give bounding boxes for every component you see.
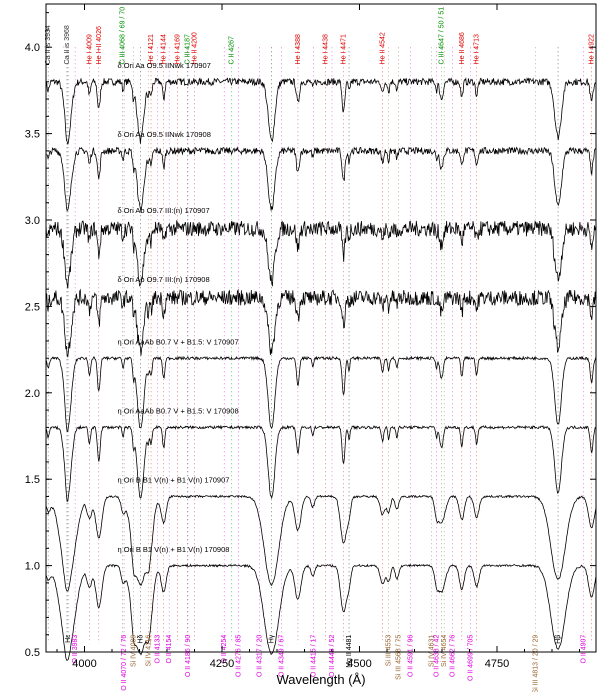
top-line-label-8: C III 4187 xyxy=(184,34,191,64)
bottom-line-label-25: Si III 4813 / 20 / 29 xyxy=(533,635,540,692)
bottom-line-label-2: O II 4070 / 72 / 76 xyxy=(121,635,128,691)
spectrum-label-5: η Ori AaAb B0.7 V + B1.5: V 170908 xyxy=(118,407,239,416)
spectrum-series-7 xyxy=(45,563,597,661)
bottom-line-label-21: O II 4638 / 42 xyxy=(434,635,441,678)
bottom-line-label-6: O II 4133 xyxy=(155,635,162,664)
top-line-label-14: He II 4542 xyxy=(380,32,387,64)
top-line-label-6: He I 4144 xyxy=(161,34,168,64)
top-line-label-2: He I 4009 xyxy=(86,34,93,64)
bottom-line-label-18: Si III 4568 / 75 xyxy=(396,635,403,680)
bottom-line-labels: Hε O II 3983 O II 4070 / 72 / 76 Si IV 4089… xyxy=(65,634,587,692)
y-tick-label-1: 1.0 xyxy=(25,561,40,573)
x-tick-label-0: 4000 xyxy=(72,658,96,670)
y-axis-ticks: 0.5 1.0 1.5 2.0 2.5 3.0 3.5 4.0 xyxy=(25,12,596,659)
bottom-line-label-10: O II 4276 / 85 xyxy=(236,635,243,678)
spectrum-labels: δ Ori Aa O9.5 IINwk 170907 δ Ori Aa O9.5 … xyxy=(118,61,239,554)
bottom-line-label-22: Si IV 4654 xyxy=(441,635,448,667)
top-line-label-5: He I 4121 xyxy=(148,34,155,64)
x-tick-label-1: 4250 xyxy=(210,658,234,670)
x-axis-label: Wavelength (Å) xyxy=(276,672,365,687)
spectrum-series-0 xyxy=(45,77,597,145)
top-line-label-17: He I 4713 xyxy=(474,34,481,64)
line-guides xyxy=(47,47,592,644)
top-line-label-13: He I 4471 xyxy=(341,34,348,64)
top-line-label-0: Ca II is 3934 xyxy=(45,25,52,64)
top-line-label-9: He II 4200 xyxy=(192,32,199,64)
bottom-line-label-27: O II 4907 xyxy=(580,635,587,664)
spectrum-label-4: η Ori AaAb B0.7 V + B1.5: V 170907 xyxy=(118,337,239,346)
bottom-line-label-9: O II 4254 xyxy=(221,635,228,664)
top-line-label-10: C II 4267 xyxy=(228,36,235,65)
spectrum-label-1: δ Ori Aa O9.5 IINwk 170908 xyxy=(118,130,211,139)
top-line-label-11: He I 4388 xyxy=(295,34,302,64)
top-line-label-15: C III 4647 / 50 / 51 xyxy=(438,7,445,65)
spectrum-label-0: δ Ori Aa O9.5 IINwk 170907 xyxy=(118,61,211,70)
bottom-line-label-4: Hδ xyxy=(138,635,145,644)
y-tick-label-7: 4.0 xyxy=(25,42,40,54)
y-tick-label-2: 1.5 xyxy=(25,474,40,486)
bottom-line-label-13: O II 4349 / 67 xyxy=(278,635,285,678)
bottom-line-label-14: O II 4415 / 17 xyxy=(310,635,317,678)
top-line-label-4: C III 4068 / 69 / 70 xyxy=(119,7,126,65)
bottom-line-label-26: Hβ xyxy=(555,635,562,644)
spectrum-label-3: δ Ori Ab O9.7 III:(n) 170908 xyxy=(118,275,210,284)
spectrum-series-5 xyxy=(45,424,597,502)
bottom-line-label-8: O II 4186 / 90 xyxy=(185,635,192,678)
bottom-line-label-3: Si IV 4089 xyxy=(130,635,137,667)
bottom-line-label-15: O II 4448 / 52 xyxy=(329,635,336,678)
spectrum-series-2 xyxy=(45,219,597,289)
y-tick-label-5: 3.0 xyxy=(25,215,40,227)
y-tick-label-0: 0.5 xyxy=(25,647,40,659)
bottom-line-label-20: Si IV 4631 xyxy=(429,635,436,667)
spectra-series xyxy=(45,77,597,661)
bottom-line-label-17: Si III 4553 xyxy=(386,635,393,667)
top-line-label-3: He I+II 4026 xyxy=(96,26,103,64)
bottom-line-label-19: O II 4591 / 96 xyxy=(408,635,415,678)
top-line-label-18: He I 4922 xyxy=(589,34,596,64)
bottom-line-label-1: O II 3983 xyxy=(72,635,79,664)
y-tick-label-4: 2.5 xyxy=(25,301,40,313)
top-line-labels: Ca II is 3934 Ca II is 3968 He I 4009 He I+… xyxy=(45,7,595,65)
x-axis-ticks: 4000 4250 4500 4750 xyxy=(56,4,580,670)
spectrum-label-7: η Ori B B1 V(n) + B1 V(n) 170908 xyxy=(118,545,230,554)
spectrum-series-4 xyxy=(45,355,597,432)
bottom-line-label-12: Hγ xyxy=(269,634,276,643)
bottom-line-label-5: Si IV 4116 xyxy=(145,635,152,667)
bottom-line-label-0: Hε xyxy=(65,635,72,643)
spectrum-series-6 xyxy=(45,494,597,592)
x-tick-label-2: 4500 xyxy=(347,658,371,670)
top-line-label-12: He I 4438 xyxy=(322,34,329,64)
y-tick-label-3: 2.0 xyxy=(25,388,40,400)
spectrum-series-1 xyxy=(45,146,597,212)
top-line-label-7: He I 4169 xyxy=(174,34,181,64)
plot-frame xyxy=(45,3,597,653)
top-line-label-16: He II 4686 xyxy=(459,32,466,64)
bottom-line-label-11: O II 4317 / 20 xyxy=(256,635,263,678)
spectrum-label-2: δ Ori Ab O9.7 III:(n) 170907 xyxy=(118,206,210,215)
bottom-line-label-24: O II 4699 / 705 xyxy=(468,635,475,681)
y-tick-label-6: 3.5 xyxy=(25,129,40,141)
x-tick-label-3: 4750 xyxy=(485,658,509,670)
top-line-label-1: Ca II is 3968 xyxy=(64,25,71,64)
bottom-line-label-16: Mg II 4481 xyxy=(346,635,353,668)
bottom-line-label-7: O II 4154 xyxy=(166,635,173,664)
bottom-line-label-23: O II 4662 / 76 xyxy=(449,635,456,678)
spectrum-label-6: η Ori B B1 V(n) + B1 V(n) 170907 xyxy=(118,476,230,485)
spectrum-series-3 xyxy=(45,288,597,358)
